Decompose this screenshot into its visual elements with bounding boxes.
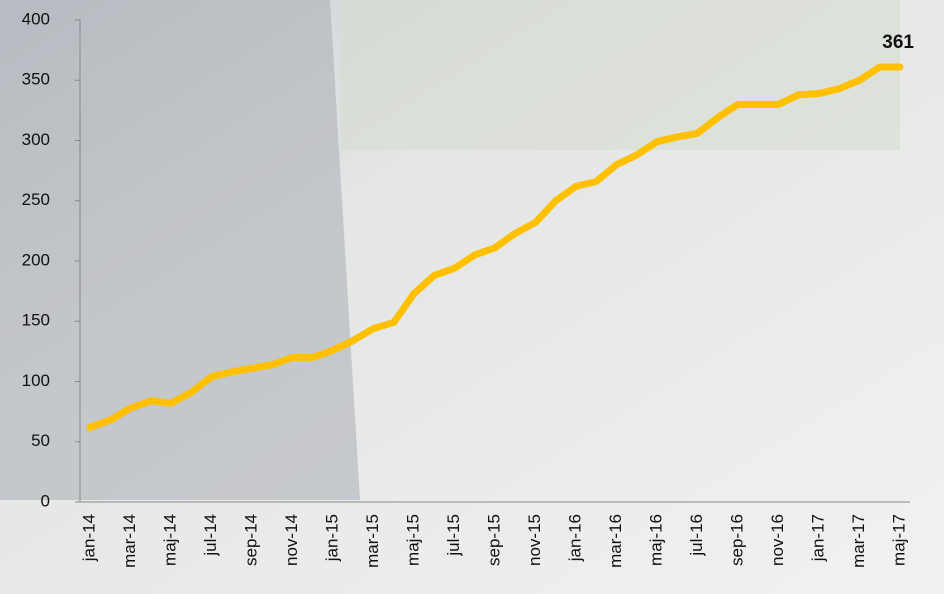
x-tick-label: mar-16 (606, 514, 625, 568)
y-tick-label: 200 (22, 250, 50, 269)
x-tick-label: sep-14 (241, 514, 260, 566)
x-tick-label: jul-14 (201, 514, 220, 557)
data-label: 361 (882, 32, 914, 53)
x-tick-label: sep-15 (484, 514, 503, 566)
x-tick-label: jan-17 (808, 514, 827, 562)
x-tick-label: jul-15 (444, 514, 463, 557)
y-tick-label: 50 (31, 431, 50, 450)
x-tick-label: mar-17 (849, 514, 868, 568)
x-tick-label: mar-15 (363, 514, 382, 568)
y-tick-label: 0 (41, 491, 50, 510)
x-tick-label: jan-16 (565, 514, 584, 562)
x-tick-label: jan-14 (79, 514, 98, 562)
x-tick-label: jul-16 (687, 514, 706, 557)
y-tick-label: 150 (22, 311, 50, 330)
x-tick-label: nov-16 (768, 514, 787, 566)
x-tick-label: nov-14 (282, 514, 301, 566)
car (0, 0, 360, 500)
x-tick-label: maj-16 (646, 514, 665, 566)
x-tick-label: maj-15 (403, 514, 422, 566)
x-tick-label: maj-14 (160, 514, 179, 566)
x-tick-label: maj-17 (889, 514, 908, 566)
y-tick-label: 100 (22, 371, 50, 390)
y-tick-label: 350 (22, 70, 50, 89)
y-tick-label: 250 (22, 190, 50, 209)
trees (340, 0, 900, 150)
x-tick-label: nov-15 (525, 514, 544, 566)
y-tick-label: 300 (22, 130, 50, 149)
x-tick-label: sep-16 (727, 514, 746, 566)
x-tick-label: jan-15 (322, 514, 341, 562)
data-line (86, 63, 904, 431)
x-tick-label: mar-14 (120, 514, 139, 568)
y-tick-label: 400 (22, 9, 50, 28)
